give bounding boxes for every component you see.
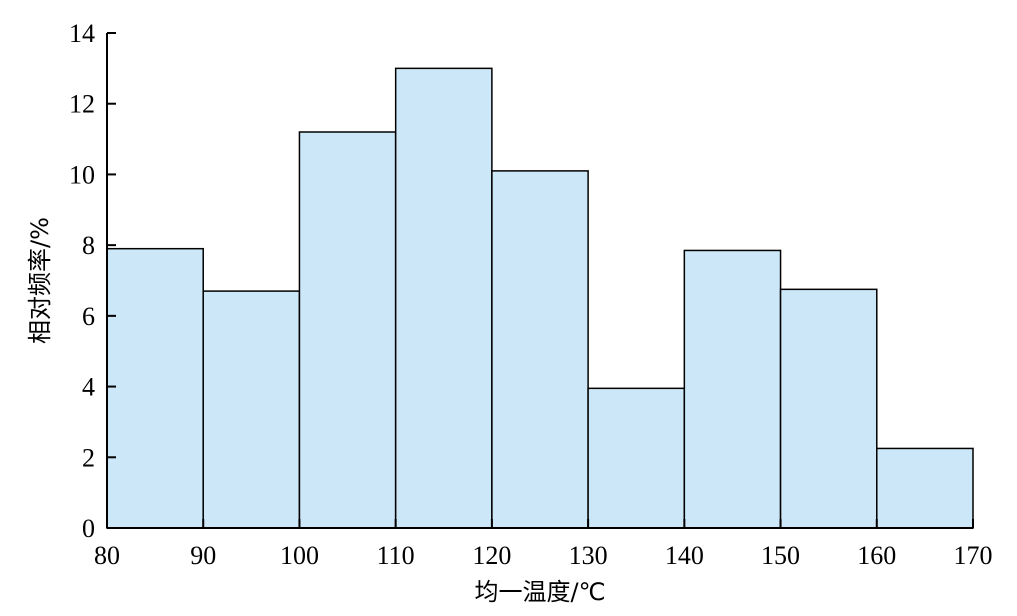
x-tick-label: 130 xyxy=(569,541,608,570)
x-tick-label: 90 xyxy=(190,541,216,570)
x-tick-label: 170 xyxy=(954,541,993,570)
x-tick-label: 110 xyxy=(377,541,415,570)
x-tick-label: 120 xyxy=(472,541,511,570)
x-ticks-group: 80 90 100 110 120 130 140 150 160 170 xyxy=(94,519,993,570)
histogram-bar-120-130 xyxy=(491,170,589,529)
histogram-bar-110-120 xyxy=(394,67,493,529)
y-tick-label: 8 xyxy=(82,231,95,260)
y-tick-label: 6 xyxy=(82,302,95,331)
y-tick-label: 14 xyxy=(69,19,95,48)
histogram-bar-130-140 xyxy=(587,387,686,529)
y-tick-label: 0 xyxy=(82,514,95,543)
histogram-bar-140-150 xyxy=(683,249,782,529)
x-tick-label: 80 xyxy=(94,541,120,570)
histogram-bar-90-100 xyxy=(202,290,301,529)
y-tick-label: 12 xyxy=(69,90,95,119)
y-tick-label: 10 xyxy=(69,160,95,189)
histogram-bar-100-110 xyxy=(298,131,397,529)
bars-group xyxy=(106,67,974,529)
x-tick-label: 160 xyxy=(857,541,896,570)
y-ticks-group: 0 2 4 6 8 10 12 14 xyxy=(69,19,116,543)
histogram-bar-80-90 xyxy=(106,247,204,529)
histogram-bar-160-170 xyxy=(876,447,974,529)
y-tick-label: 4 xyxy=(82,373,95,402)
y-axis-title: 相对频率/% xyxy=(26,217,54,344)
x-axis-title: 均一温度/℃ xyxy=(474,578,605,606)
x-tick-label: 100 xyxy=(280,541,319,570)
x-tick-label: 140 xyxy=(665,541,704,570)
histogram-bar-150-160 xyxy=(779,288,878,529)
x-tick-label: 150 xyxy=(761,541,800,570)
y-tick-label: 2 xyxy=(82,443,95,472)
